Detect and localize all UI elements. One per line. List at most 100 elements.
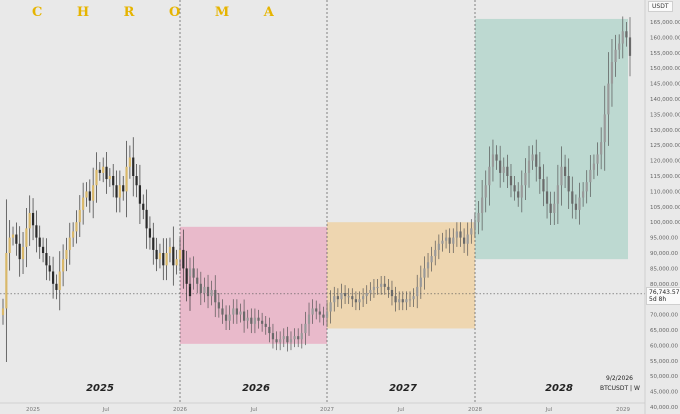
candle-body [45,253,48,266]
projection-candle [423,256,426,290]
projection-candle [625,22,628,47]
actual-candle [105,151,108,194]
projection-candle [188,257,192,288]
candle-body [286,336,289,343]
candle-body [35,225,38,238]
projection-candle [268,317,271,343]
candle-body [603,114,606,143]
projection-candle [495,145,498,170]
candle-body [372,286,376,290]
candle-body [293,336,296,340]
projection-candle [556,164,559,225]
projection-candle [261,312,264,332]
actual-candle [68,222,71,265]
projection-candle [322,306,325,326]
candle-body [51,271,55,284]
price-tick-label: 115,000.00 [650,174,680,180]
projection-candle [549,191,552,225]
candle-body [300,333,303,340]
candle-body [95,169,98,186]
candle-body [333,296,336,303]
time-tick-label: 2027 [320,407,334,413]
zone-2028 [475,18,628,260]
projection-candle [553,191,556,225]
candle-body [495,154,498,161]
projection-candle [462,228,466,253]
candle-body [253,317,257,324]
projection-candle [585,170,588,204]
candle-body [65,249,68,260]
actual-candle [132,137,135,197]
projection-candle [419,265,422,299]
projection-candle [282,328,285,348]
candle-body [351,296,354,300]
projection-candle [347,288,350,304]
projection-candle [405,291,408,311]
candle-body [250,317,253,324]
candle-body [199,283,202,294]
candle-body [196,277,199,284]
candle-body [437,243,440,250]
actual-candle [128,145,131,179]
candle-body [185,268,188,284]
candle-body [62,259,65,272]
actual-candle [168,237,172,263]
candle-body [78,209,81,223]
grid-layer [0,0,645,403]
candle-body [408,299,412,301]
actual-candle [8,220,11,271]
projection-candle [289,331,293,351]
candle-body [444,237,448,241]
candle-body [18,243,21,260]
candle-body [589,169,592,183]
candle-body [376,286,379,289]
projection-candle [455,222,458,247]
candle-body [322,314,325,318]
actual-candle [21,232,25,274]
actual-candle [5,199,8,363]
candle-body [5,253,8,309]
projection-candle [224,305,228,330]
projection-candle [545,176,549,219]
actual-candle [58,251,61,311]
projection-candle [318,303,321,323]
projection-candle [434,240,437,266]
year-label-2025: 2025 [86,383,114,394]
projection-candle [488,146,491,206]
candle-body [21,246,25,260]
candle-body [509,176,513,186]
price-tick-label: 140,000.00 [650,97,680,103]
year-label-2028: 2028 [545,383,573,394]
candle-body [175,259,178,266]
candle-body [596,154,599,164]
projection-candle [621,16,624,59]
projection-candle [491,139,495,182]
projection-candle [502,157,505,183]
projection-candle [380,275,383,295]
footer-symbol[interactable]: BTCUSDT | W [600,385,640,392]
projection-candle [246,309,249,329]
candle-body [343,293,347,297]
candle-body [448,237,451,244]
candle-body [434,249,437,257]
price-unit-badge[interactable]: USDT [648,1,673,12]
actual-candle [62,244,65,287]
projection-candle [408,291,412,308]
projection-candle [192,256,195,290]
projection-candle [538,151,541,194]
candle-body [85,191,88,198]
candle-body [58,271,61,290]
price-tick-label: 135,000.00 [650,112,680,118]
candle-body [527,160,531,173]
candle-body [582,191,585,198]
projection-candle [300,323,303,349]
actual-candle [165,238,168,281]
projection-candle [257,309,260,329]
candle-body [459,231,462,238]
actual-candle [162,238,165,281]
actual-candle [65,237,68,272]
candle-body [108,176,111,180]
candle-body [152,237,155,250]
actual-candle [185,250,188,302]
candle-body [88,191,91,201]
